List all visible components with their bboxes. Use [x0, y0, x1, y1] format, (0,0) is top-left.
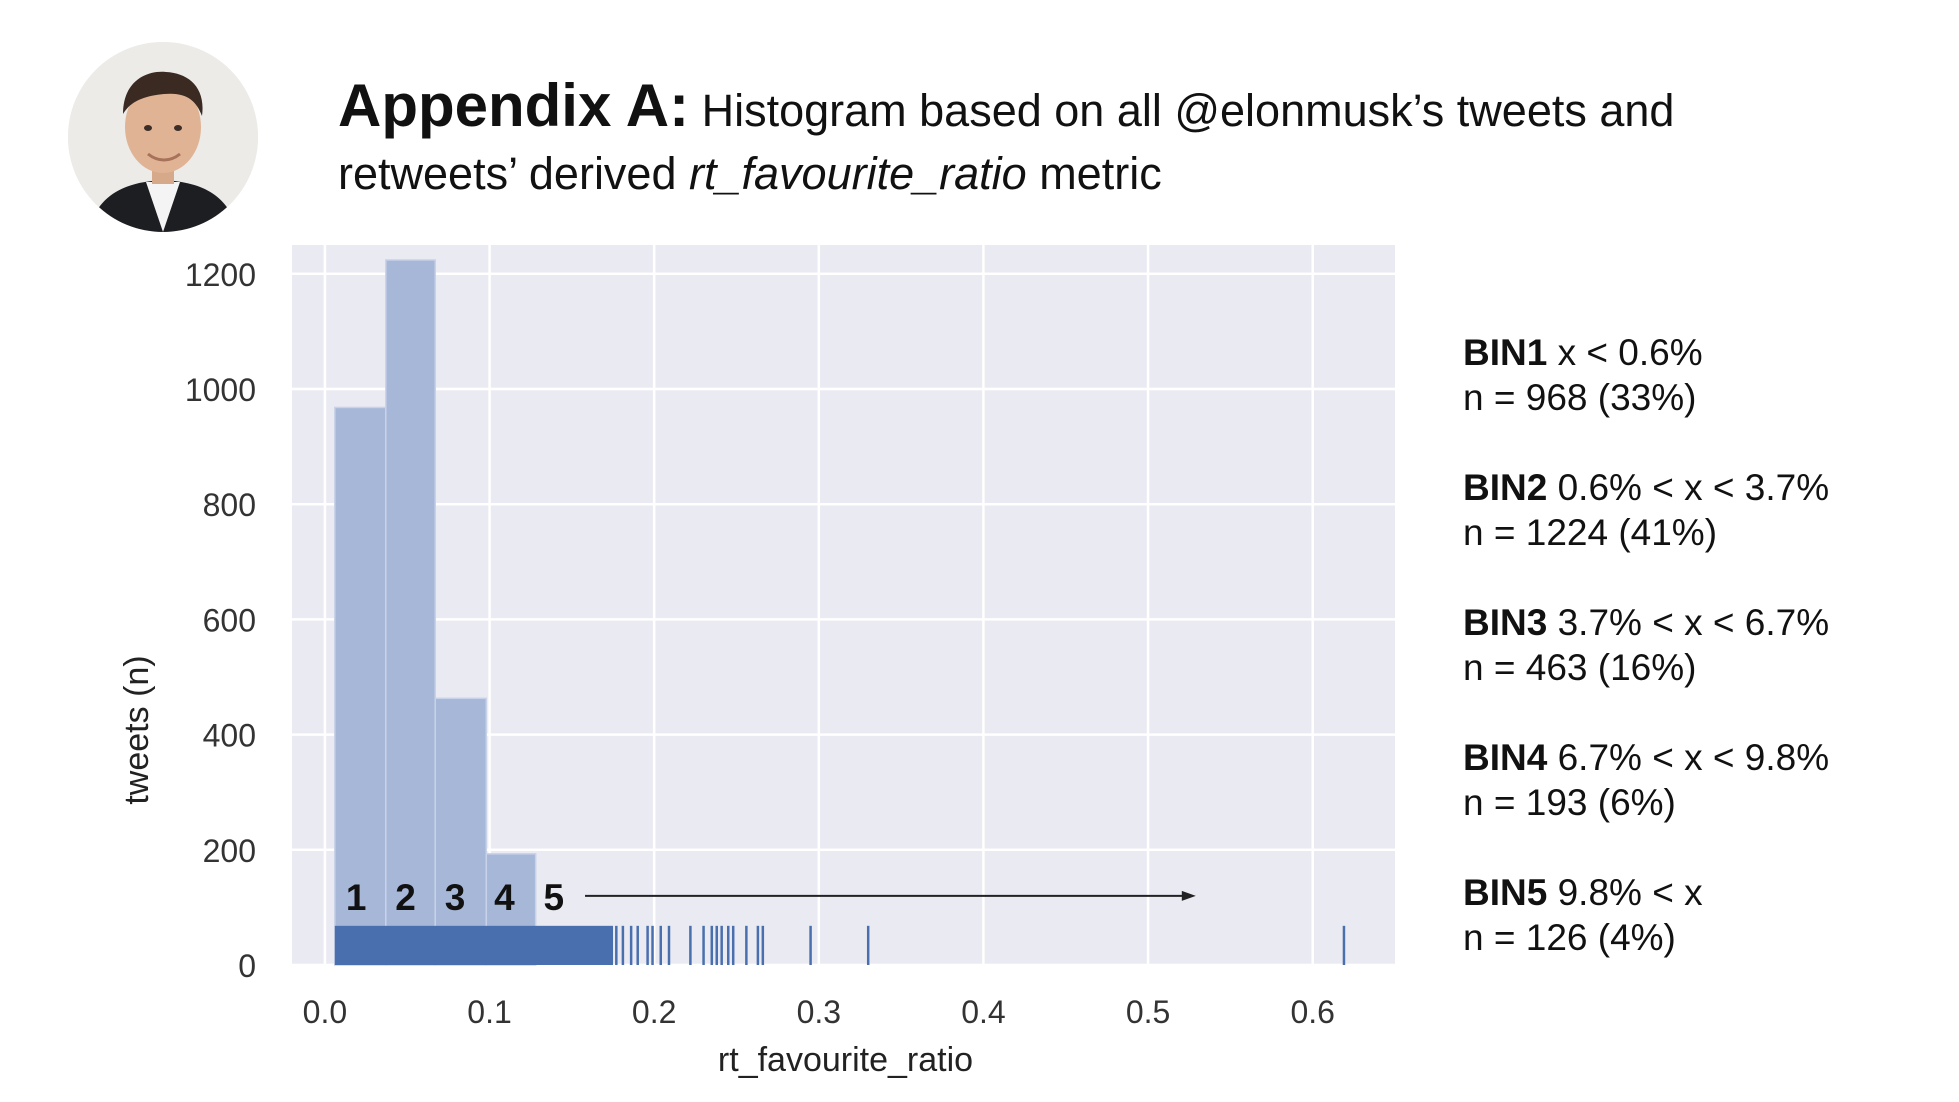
legend-bin-count: n = 193 (6%) — [1463, 782, 1676, 823]
y-tick-label: 1000 — [185, 372, 256, 408]
histogram-bars — [334, 259, 537, 966]
page-title: Appendix A: Histogram based on all @elon… — [338, 74, 1838, 205]
legend-item-bin2: BIN2 0.6% < x < 3.7% n = 1224 (41%) — [1463, 465, 1943, 555]
histogram-bar — [334, 406, 387, 966]
legend-bin-name: BIN5 — [1463, 872, 1548, 913]
legend-bin-name: BIN2 — [1463, 467, 1548, 508]
title-tail: metric — [1026, 148, 1162, 199]
y-tick-labels: 0 200 400 600 800 1000 1200 — [185, 257, 256, 984]
y-tick-label: 800 — [203, 487, 256, 523]
histogram-bar — [385, 259, 436, 966]
range-arrow — [585, 890, 1196, 901]
legend-item-bin4: BIN4 6.7% < x < 9.8% n = 193 (6%) — [1463, 735, 1943, 825]
title-bold: Appendix A: — [338, 72, 690, 139]
x-tick-label: 0.0 — [303, 994, 347, 1030]
legend-bin-range: 6.7% < x < 9.8% — [1547, 737, 1830, 778]
bin-number-label: 2 — [395, 877, 416, 918]
title-metric: rt_favourite_ratio — [689, 148, 1027, 199]
rug-plot — [334, 925, 1346, 965]
x-tick-label: 0.1 — [467, 994, 511, 1030]
x-tick-label: 0.6 — [1290, 994, 1334, 1030]
x-tick-label: 0.4 — [961, 994, 1005, 1030]
legend-bin-range: 3.7% < x < 6.7% — [1547, 602, 1830, 643]
legend-bin-name: BIN4 — [1463, 737, 1548, 778]
arrow-head — [1181, 890, 1196, 901]
legend-bin-range: 9.8% < x — [1547, 872, 1703, 913]
y-tick-label: 200 — [203, 833, 256, 869]
x-axis-label: rt_favourite_ratio — [718, 1041, 973, 1079]
y-axis-label: tweets (n) — [118, 655, 156, 804]
bin-number-label: 5 — [543, 877, 564, 918]
legend-item-bin3: BIN3 3.7% < x < 6.7% n = 463 (16%) — [1463, 600, 1943, 690]
legend-bin-range: x < 0.6% — [1547, 332, 1703, 373]
legend-bin-count: n = 968 (33%) — [1463, 377, 1697, 418]
legend-item-bin1: BIN1 x < 0.6% n = 968 (33%) — [1463, 330, 1943, 420]
y-tick-label: 400 — [203, 718, 256, 754]
legend-bin-count: n = 126 (4%) — [1463, 917, 1676, 958]
legend-bin-count: n = 463 (16%) — [1463, 647, 1697, 688]
legend-bin-range: 0.6% < x < 3.7% — [1547, 467, 1830, 508]
legend-bin-name: BIN1 — [1463, 332, 1548, 373]
author-avatar — [68, 42, 258, 232]
title-text: Histogram based on all @elonmusk’s tweet… — [338, 85, 1675, 199]
x-tick-label: 0.5 — [1126, 994, 1170, 1030]
x-tick-label: 0.3 — [797, 994, 841, 1030]
legend-bin-count: n = 1224 (41%) — [1463, 512, 1718, 553]
bin-legend: BIN1 x < 0.6% n = 968 (33%) BIN2 0.6% < … — [1463, 330, 1943, 1005]
x-tick-labels: 0.0 0.1 0.2 0.3 0.4 0.5 0.6 — [303, 994, 1335, 1030]
legend-item-bin5: BIN5 9.8% < x n = 126 (4%) — [1463, 870, 1943, 960]
histogram-bar — [434, 697, 488, 966]
bin-number-label: 4 — [494, 877, 515, 918]
legend-bin-name: BIN3 — [1463, 602, 1548, 643]
grid-lines — [292, 245, 1395, 967]
bin-number-label: 3 — [445, 877, 466, 918]
y-tick-label: 600 — [203, 602, 256, 638]
y-tick-label: 1200 — [185, 257, 256, 293]
y-tick-label: 0 — [238, 948, 256, 984]
bin-number-label: 1 — [346, 877, 367, 918]
x-tick-label: 0.2 — [632, 994, 676, 1030]
rug-dense-band — [334, 925, 614, 965]
